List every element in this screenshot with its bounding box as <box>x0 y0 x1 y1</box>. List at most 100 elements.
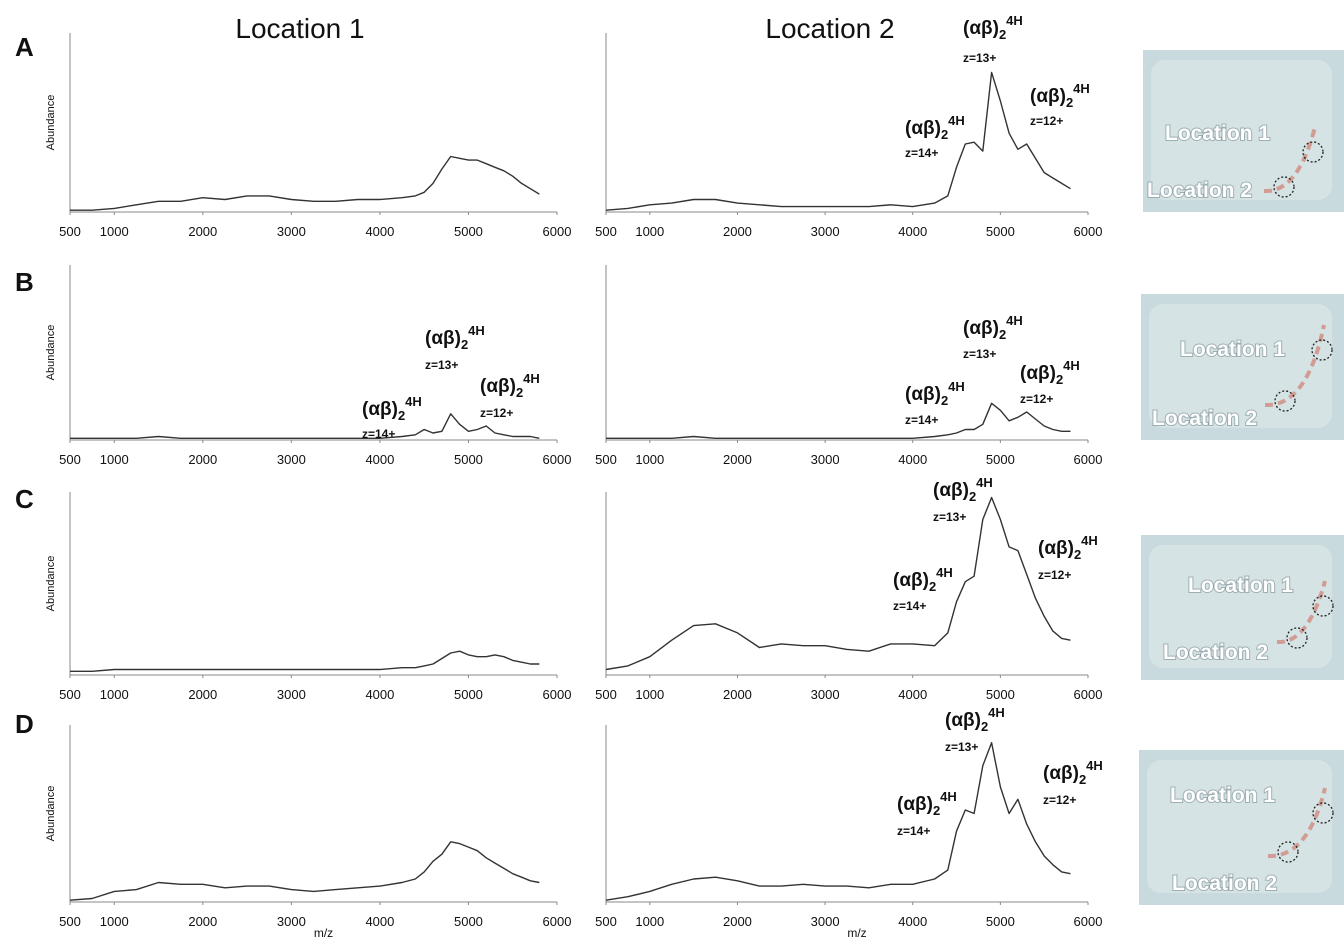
x-tick-label: 4000 <box>365 914 394 929</box>
annotation-subscript: 2 <box>941 393 948 408</box>
annotation-text: (αβ) <box>480 376 516 397</box>
x-tick-label: 2000 <box>723 452 752 467</box>
x-tick-label: 5000 <box>986 452 1015 467</box>
x-tick-label: 5000 <box>986 914 1015 929</box>
annotation-text: (αβ) <box>1030 86 1066 107</box>
x-tick-label: 2000 <box>723 224 752 239</box>
x-tick-label: 5000 <box>454 914 483 929</box>
annotation-subscript: 2 <box>941 127 948 142</box>
annotation-text: (αβ) <box>905 118 941 139</box>
sample-location-circle <box>1311 339 1333 361</box>
annotation-subscript: 2 <box>981 719 988 734</box>
tissue-section <box>1147 760 1332 893</box>
x-tick-label: 4000 <box>898 452 927 467</box>
x-tick-label: 1000 <box>100 224 129 239</box>
annotation-text: (αβ) <box>425 328 461 349</box>
x-tick-label: 3000 <box>277 224 306 239</box>
annotation-superscript: 4H <box>523 371 540 386</box>
x-tick-label: 6000 <box>1074 914 1103 929</box>
x-tick-label: 500 <box>595 914 617 929</box>
x-tick-label: 1000 <box>100 687 129 702</box>
photo-label: Location 1 <box>1180 338 1285 361</box>
tissue-stain <box>1267 787 1327 859</box>
annotation-superscript: 4H <box>976 475 993 490</box>
x-tick-label: 6000 <box>1074 224 1103 239</box>
photo-label: Location 2 <box>1147 179 1252 202</box>
x-tick-label: 500 <box>595 452 617 467</box>
charge-state: z=12+ <box>1043 793 1076 807</box>
annotation-text: (αβ) <box>933 480 969 501</box>
row-label: A <box>15 32 34 62</box>
y-axis-label: Abundance <box>45 95 57 151</box>
annotation-superscript: 4H <box>988 705 1005 720</box>
peak-annotation: (αβ)24H <box>480 371 540 400</box>
annotation-text: (αβ) <box>893 570 929 591</box>
charge-state: z=13+ <box>963 51 996 65</box>
x-tick-label: 1000 <box>100 914 129 929</box>
annotation-superscript: 4H <box>1086 758 1103 773</box>
photo-label: Location 1 <box>1170 784 1275 807</box>
x-tick-label: 500 <box>59 224 81 239</box>
x-tick-label: 3000 <box>811 687 840 702</box>
x-tick-label: 4000 <box>898 914 927 929</box>
annotation-subscript: 2 <box>929 579 936 594</box>
x-tick-label: 2000 <box>188 224 217 239</box>
spectrum-line <box>70 155 540 211</box>
charge-state: z=12+ <box>480 406 513 420</box>
x-tick-label: 1000 <box>635 452 664 467</box>
peak-annotation: (αβ)24H <box>1043 758 1103 787</box>
x-tick-label: 500 <box>595 687 617 702</box>
peak-annotation: (αβ)24H <box>945 705 1005 734</box>
sample-location-circle <box>1274 390 1296 412</box>
annotation-superscript: 4H <box>405 394 422 409</box>
peak-annotation: (αβ)24H <box>963 13 1023 42</box>
annotation-text: (αβ) <box>1020 363 1056 384</box>
y-axis-label: Abundance <box>45 556 57 612</box>
annotation-subscript: 2 <box>1079 772 1086 787</box>
x-tick-label: 500 <box>59 687 81 702</box>
annotation-superscript: 4H <box>1073 81 1090 96</box>
annotation-superscript: 4H <box>1063 358 1080 373</box>
peak-annotation: (αβ)24H <box>897 789 957 818</box>
annotation-subscript: 2 <box>1056 372 1063 387</box>
annotation-text: (αβ) <box>963 318 999 339</box>
photo-label: Location 2 <box>1172 872 1277 895</box>
tissue-section <box>1149 304 1332 428</box>
annotation-text: (αβ) <box>945 710 981 731</box>
photo-label: Location 1 <box>1188 574 1293 597</box>
peak-annotation: (αβ)24H <box>905 379 965 408</box>
x-tick-label: 5000 <box>454 687 483 702</box>
annotation-subscript: 2 <box>969 489 976 504</box>
x-tick-label: 2000 <box>188 687 217 702</box>
annotation-superscript: 4H <box>1006 313 1023 328</box>
annotation-text: (αβ) <box>897 794 933 815</box>
x-tick-label: 4000 <box>898 224 927 239</box>
tissue-stain <box>1276 580 1327 645</box>
photo-label: Location 2 <box>1152 407 1257 430</box>
spectrum-line <box>69 841 540 901</box>
x-tick-label: 5000 <box>454 224 483 239</box>
annotation-subscript: 2 <box>999 327 1006 342</box>
charge-state: z=14+ <box>362 427 395 441</box>
charge-state: z=14+ <box>897 824 930 838</box>
sample-location-circle <box>1312 802 1334 824</box>
x-tick-label: 1000 <box>635 687 664 702</box>
x-tick-label: 6000 <box>543 687 572 702</box>
sample-location-circle <box>1302 141 1324 163</box>
spectrum-line <box>70 413 540 439</box>
spectrum-line <box>606 402 1071 439</box>
x-tick-label: 500 <box>59 914 81 929</box>
annotation-superscript: 4H <box>1006 13 1023 28</box>
photo-label: Location 1 <box>1165 122 1270 145</box>
sample-location-circle <box>1312 595 1334 617</box>
peak-annotation: (αβ)24H <box>963 313 1023 342</box>
charge-state: z=12+ <box>1020 392 1053 406</box>
x-tick-label: 3000 <box>277 452 306 467</box>
x-tick-label: 4000 <box>365 452 394 467</box>
tissue-section <box>1151 60 1332 200</box>
charge-state: z=12+ <box>1030 114 1063 128</box>
x-tick-label: 5000 <box>986 224 1015 239</box>
charge-state: z=13+ <box>963 347 996 361</box>
x-tick-label: 3000 <box>277 687 306 702</box>
